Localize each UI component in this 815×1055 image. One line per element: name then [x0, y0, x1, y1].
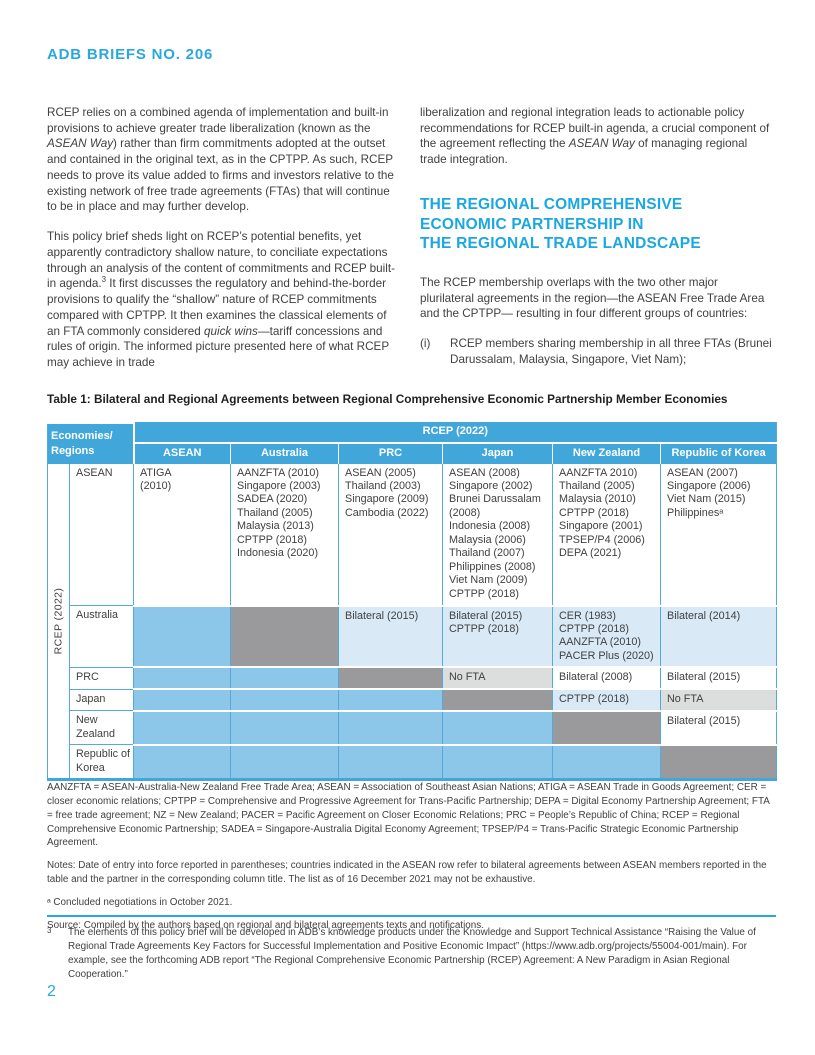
- row-label: New Zealand: [69, 710, 134, 746]
- row-label: PRC: [69, 667, 134, 690]
- agreement-cell: [133, 689, 231, 712]
- group-header: RCEP (2022): [133, 421, 777, 444]
- footnote-text: The elements of this policy brief will b…: [68, 927, 756, 981]
- list-item: (i) RCEP members sharing membership in a…: [420, 336, 774, 367]
- paragraph-right-1: liberalization and regional integration …: [420, 106, 770, 167]
- table-row: PRC No FTA Bilateral (2008) Bilateral (2015…: [48, 667, 778, 691]
- agreement-cell: [338, 667, 443, 691]
- table-row: Japan CPTPP (2018) No FTA: [48, 689, 778, 712]
- agreement-cell: [230, 689, 339, 712]
- agreement-cell: Bilateral (2015): [660, 667, 778, 691]
- row-label: Republic of Korea: [69, 744, 134, 781]
- table-row: New Zealand Bilateral (2015): [48, 710, 778, 746]
- table-row: Australia Bilateral (2015) Bilateral (2015…: [48, 605, 778, 669]
- agreement-cell: [230, 744, 339, 781]
- paragraph-left-1: RCEP relies on a combined agenda of impl…: [47, 106, 394, 214]
- column-header: Republic of Korea: [659, 442, 777, 464]
- agreement-cell: [442, 710, 553, 746]
- footnote-block: 3 The elements of this policy brief will…: [47, 915, 776, 982]
- agreement-cell: AANZFTA 2010) Thailand (2005) Malaysia (20…: [552, 463, 661, 607]
- agreement-cell: Bilateral (2014): [660, 605, 778, 669]
- table-row: RCEP (2022) ASEAN ATIGA (2010) AANZFTA (2010…: [47, 463, 778, 780]
- agreement-cell: [230, 710, 339, 746]
- column-header: PRC: [338, 442, 443, 464]
- notes-text: Notes: Date of entry into force reported…: [47, 860, 767, 886]
- list-marker: (i): [420, 337, 431, 351]
- agreement-cell: ASEAN (2005) Thailand (2003) Singapore (20…: [338, 463, 443, 607]
- table-head: Economies/Regions RCEP (2022) ASEAN Austral…: [47, 419, 777, 464]
- table-block: Table 1: Bilateral and Regional Agreemen…: [47, 392, 778, 782]
- agreement-cell: Bilateral (2015): [338, 605, 443, 669]
- agreement-cell: [230, 667, 339, 691]
- table-title: Table 1: Bilateral and Regional Agreemen…: [47, 392, 728, 406]
- agreement-cell: [660, 744, 778, 781]
- agreement-cell: ATIGA (2010): [133, 463, 231, 607]
- body-columns: RCEP relies on a combined agenda of impl…: [47, 105, 775, 385]
- agreement-cell: [338, 744, 443, 781]
- agreement-cell: Bilateral (2015) CPTPP (2018): [442, 605, 553, 669]
- agreement-cell: [133, 710, 231, 746]
- agreement-cell: [338, 689, 443, 712]
- agreement-cell: [338, 710, 443, 746]
- row-axis-label: RCEP (2022): [47, 463, 70, 780]
- footnote-a: ᵃ Concluded negotiations in October 2021…: [47, 897, 233, 909]
- abbreviations-note: AANZFTA = ASEAN-Australia-New Zealand Fr…: [47, 782, 770, 849]
- agreement-cell: ASEAN (2007) Singapore (2006) Viet Nam (20…: [660, 463, 778, 607]
- table-notes: AANZFTA = ASEAN-Australia-New Zealand Fr…: [47, 781, 776, 942]
- table-body: RCEP (2022) ASEAN ATIGA (2010) AANZFTA (2010…: [47, 463, 778, 781]
- page-number: 2: [47, 983, 56, 1000]
- section-heading: THE REGIONAL COMPREHENSIVE ECONOMIC PARTN…: [420, 195, 701, 253]
- agreement-cell: [133, 744, 231, 781]
- right-column: liberalization and regional integration …: [420, 105, 774, 385]
- brief-title: ADB BRIEFS NO. 206: [47, 46, 214, 63]
- paragraph-right-2: The RCEP membership overlaps with the tw…: [420, 275, 765, 321]
- agreement-cell: [442, 744, 553, 781]
- agreement-cell: [552, 744, 661, 781]
- agreement-cell: CER (1983) CPTPP (2018) AANZFTA (2010) PACE…: [552, 605, 661, 669]
- row-label: Australia: [69, 605, 134, 668]
- agreement-cell: [133, 605, 231, 669]
- agreement-cell: No FTA: [442, 667, 553, 691]
- agreement-cell: [230, 605, 339, 669]
- agreement-cell: Bilateral (2015): [660, 710, 778, 746]
- footnote: 3 The elements of this policy brief will…: [47, 926, 776, 982]
- row-label: Japan: [69, 689, 134, 712]
- corner-header: Economies/Regions: [47, 419, 135, 464]
- agreement-cell: No FTA: [660, 689, 778, 712]
- column-header: Australia: [230, 442, 339, 464]
- column-header: Japan: [442, 442, 553, 464]
- list-text: RCEP members sharing membership in all t…: [450, 337, 772, 366]
- table-row: Republic of Korea: [48, 744, 778, 781]
- column-header: New Zealand: [552, 442, 661, 464]
- footnote-marker: 3: [47, 926, 52, 935]
- agreement-cell: Bilateral (2008): [552, 667, 661, 691]
- agreement-cell: [552, 710, 661, 746]
- agreement-cell: [133, 667, 231, 691]
- agreements-table: Economies/Regions RCEP (2022) ASEAN Austral…: [47, 419, 778, 782]
- agreement-cell: AANZFTA (2010) Singapore (2003) SADEA (202…: [230, 463, 339, 607]
- paragraph-left-2: This policy brief sheds light on RCEP’s …: [47, 230, 395, 370]
- agreement-cell: ASEAN (2008) Singapore (2002) Brunei Darus…: [442, 463, 553, 607]
- left-column: RCEP relies on a combined agenda of impl…: [47, 105, 401, 385]
- column-header: ASEAN: [133, 442, 231, 464]
- row-label: ASEAN: [69, 463, 134, 606]
- agreement-cell: CPTPP (2018): [552, 689, 661, 712]
- agreement-cell: [442, 689, 553, 712]
- source-note: Source: Compiled by the authors based on…: [47, 919, 484, 931]
